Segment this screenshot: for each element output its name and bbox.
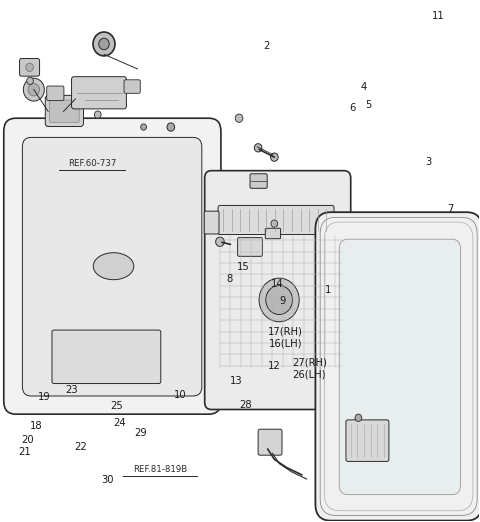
Text: 25: 25 <box>110 401 123 411</box>
Circle shape <box>271 220 278 227</box>
Circle shape <box>26 63 34 72</box>
Text: 15: 15 <box>237 262 250 272</box>
FancyBboxPatch shape <box>265 228 281 239</box>
FancyBboxPatch shape <box>47 86 64 101</box>
FancyBboxPatch shape <box>238 238 263 256</box>
FancyBboxPatch shape <box>218 206 334 234</box>
Circle shape <box>167 123 175 131</box>
Text: 3: 3 <box>425 157 432 168</box>
Text: 17(RH): 17(RH) <box>268 326 303 336</box>
Circle shape <box>24 78 44 101</box>
Text: 1: 1 <box>325 284 332 294</box>
Circle shape <box>355 414 362 421</box>
Ellipse shape <box>93 253 134 280</box>
FancyBboxPatch shape <box>204 211 219 234</box>
FancyBboxPatch shape <box>23 137 202 396</box>
Text: 6: 6 <box>349 103 355 113</box>
Circle shape <box>99 38 109 50</box>
Text: 9: 9 <box>280 296 286 306</box>
Text: 21: 21 <box>18 447 31 457</box>
Circle shape <box>271 153 278 161</box>
Text: 14: 14 <box>271 279 284 289</box>
FancyBboxPatch shape <box>315 212 480 520</box>
Text: 18: 18 <box>29 421 42 431</box>
Circle shape <box>235 114 243 122</box>
Text: 4: 4 <box>361 82 367 92</box>
Text: 5: 5 <box>366 100 372 110</box>
Text: 2: 2 <box>263 41 269 51</box>
Text: 7: 7 <box>447 204 453 214</box>
FancyBboxPatch shape <box>49 100 79 122</box>
Text: 22: 22 <box>74 442 86 452</box>
Text: 8: 8 <box>227 274 233 284</box>
Circle shape <box>93 32 115 56</box>
Text: 20: 20 <box>21 435 34 445</box>
Text: 19: 19 <box>38 392 51 402</box>
Circle shape <box>259 278 299 322</box>
FancyBboxPatch shape <box>346 420 389 461</box>
Text: 10: 10 <box>174 390 187 400</box>
Circle shape <box>141 124 146 130</box>
Text: 29: 29 <box>134 429 147 438</box>
FancyBboxPatch shape <box>258 429 282 455</box>
Text: 12: 12 <box>268 361 281 371</box>
Circle shape <box>28 84 39 96</box>
Text: 24: 24 <box>113 418 126 428</box>
Text: 11: 11 <box>432 11 444 21</box>
FancyBboxPatch shape <box>72 77 126 109</box>
FancyBboxPatch shape <box>52 330 161 384</box>
FancyBboxPatch shape <box>45 96 84 126</box>
Text: 13: 13 <box>230 376 243 386</box>
Circle shape <box>254 144 262 152</box>
Circle shape <box>266 286 292 314</box>
Circle shape <box>95 111 101 118</box>
FancyBboxPatch shape <box>204 171 351 409</box>
Text: REF.81-819B: REF.81-819B <box>132 465 187 474</box>
Text: REF.60-737: REF.60-737 <box>68 159 116 168</box>
FancyBboxPatch shape <box>4 118 221 414</box>
FancyBboxPatch shape <box>124 80 140 93</box>
Text: 16(LH): 16(LH) <box>269 338 302 348</box>
Text: 30: 30 <box>101 475 114 485</box>
FancyBboxPatch shape <box>339 239 460 495</box>
Text: 26(LH): 26(LH) <box>292 369 326 379</box>
Circle shape <box>216 237 224 246</box>
FancyBboxPatch shape <box>250 174 267 188</box>
FancyBboxPatch shape <box>20 58 39 76</box>
Text: 27(RH): 27(RH) <box>292 357 326 367</box>
Text: 28: 28 <box>240 400 252 410</box>
Text: 23: 23 <box>66 385 78 395</box>
Circle shape <box>27 77 34 85</box>
